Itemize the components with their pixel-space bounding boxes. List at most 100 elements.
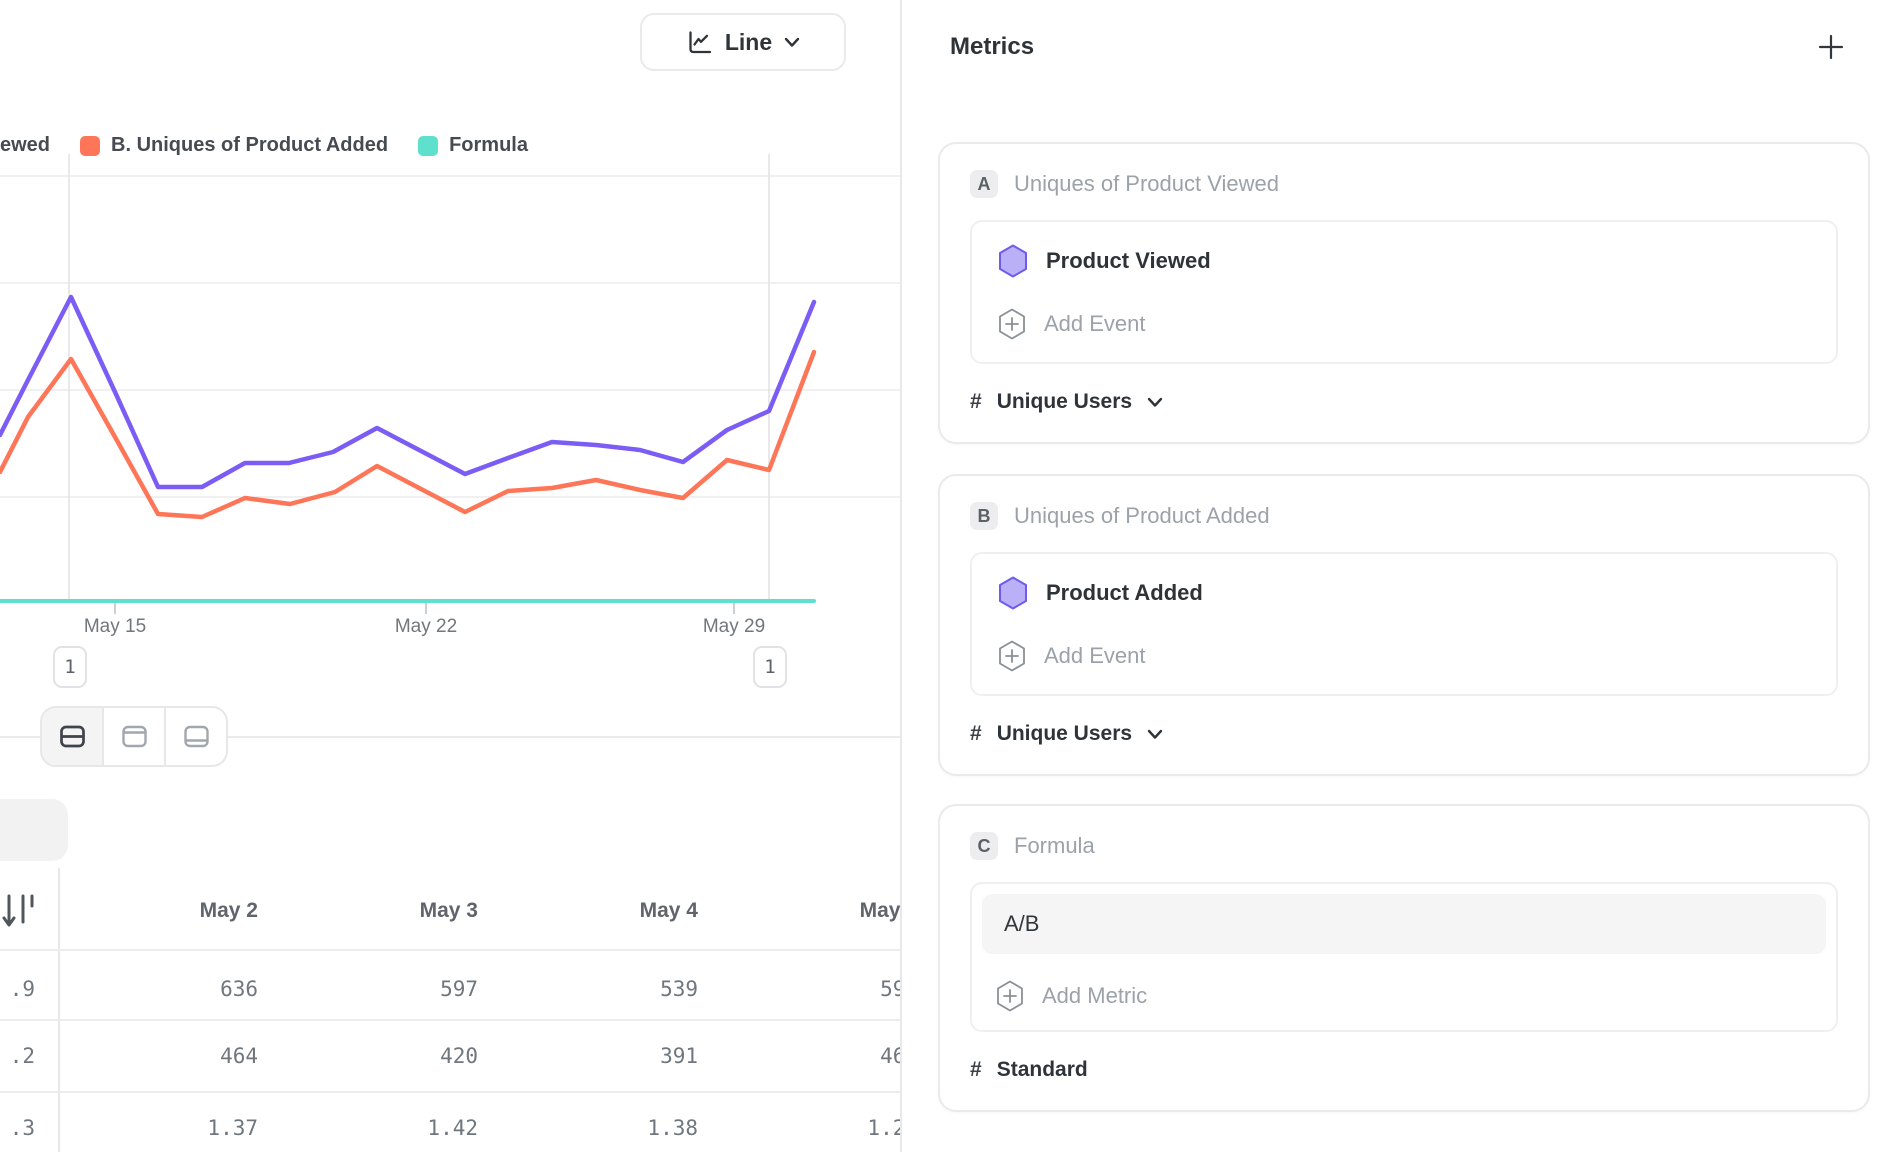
add-metric-plus-button[interactable] (1816, 32, 1846, 62)
legend-item-product-added[interactable]: B. Uniques of Product Added (80, 134, 388, 157)
x-axis-label: May 22 (394, 616, 458, 637)
annotation-badge[interactable]: 1 (753, 646, 787, 688)
product-added-line (0, 349, 817, 520)
add-hexagon-icon (998, 308, 1026, 340)
product-viewed-line (0, 294, 817, 490)
event-row-product-added[interactable]: Product Added (998, 576, 1810, 610)
metric-card-header: C Formula (970, 832, 1838, 860)
table-cell[interactable]: 1.38 (647, 1116, 698, 1140)
event-name: Product Added (1046, 580, 1203, 605)
event-box: Product Added Add Event (970, 552, 1838, 696)
measurement-dropdown[interactable]: # Unique Users (970, 390, 1838, 414)
table-cell[interactable]: 391 (660, 1044, 698, 1068)
x-axis-label: May 15 (83, 616, 147, 637)
frozen-column-divider (58, 868, 60, 1152)
column-header[interactable]: May 3 (419, 899, 478, 922)
metric-card-c: C Formula A/B Add Metric # Standard (938, 804, 1870, 1112)
metric-badge: A (970, 170, 998, 198)
add-hexagon-icon (998, 640, 1026, 672)
measurement-label: Unique Users (996, 390, 1133, 413)
add-event-button[interactable]: Add Event (998, 640, 1810, 672)
table-cell[interactable]: 597 (440, 977, 478, 1001)
column-header[interactable]: May 2 (199, 899, 258, 922)
layout-split-horizontal-button[interactable] (42, 708, 102, 765)
event-row-product-viewed[interactable]: Product Viewed (998, 244, 1810, 278)
metric-card-header: A Uniques of Product Viewed (970, 170, 1838, 198)
metric-card-a: A Uniques of Product Viewed Product View… (938, 142, 1870, 444)
table-row-divider (0, 1019, 900, 1021)
measurement-dropdown[interactable]: # Standard (970, 1058, 1838, 1082)
legend-item-formula[interactable]: Formula (418, 134, 528, 157)
number-sign-icon: # (970, 722, 982, 745)
metric-title[interactable]: Uniques of Product Added (1014, 503, 1270, 528)
split-horizontal-icon (57, 721, 88, 752)
column-header[interactable]: May 5 (859, 899, 900, 922)
metric-card-header: B Uniques of Product Added (970, 502, 1838, 530)
metric-title[interactable]: Uniques of Product Viewed (1014, 171, 1279, 196)
chart-type-dropdown[interactable]: Line (640, 13, 846, 71)
number-sign-icon: # (970, 1058, 982, 1081)
chart-type-label: Line (724, 28, 773, 55)
table-cell[interactable]: 1.42 (427, 1116, 478, 1140)
annotation-badge[interactable]: 1 (53, 646, 87, 688)
add-event-button[interactable]: Add Event (998, 308, 1810, 340)
event-name: Product Viewed (1046, 248, 1211, 273)
measurement-label: Standard (996, 1058, 1088, 1081)
table-cell[interactable]: 467 (880, 1044, 900, 1068)
add-metric-label: Add Metric (1042, 983, 1148, 1008)
event-hexagon-icon (998, 244, 1028, 278)
metric-badge: C (970, 832, 998, 860)
measurement-label: Unique Users (996, 722, 1133, 745)
chevron-down-icon (1147, 729, 1163, 740)
metric-card-b: B Uniques of Product Added Product Added (938, 474, 1870, 776)
add-metric-button[interactable]: Add Metric (996, 980, 1826, 1012)
layout-top-bar-button[interactable] (102, 708, 164, 765)
line-chart-icon (686, 29, 713, 56)
frozen-cell-clipped: .3 (9, 1116, 35, 1140)
chevron-down-icon (1147, 397, 1163, 408)
chart-svg[interactable] (0, 150, 900, 615)
formula-input[interactable]: A/B (982, 894, 1826, 954)
legend-label: B. Uniques of Product Added (111, 134, 389, 156)
legend-swatch-teal (418, 135, 439, 156)
frozen-cell-clipped: .2 (9, 1044, 35, 1068)
formula-box: A/B Add Metric (970, 882, 1838, 1032)
table-cell[interactable]: 1.27 (867, 1116, 900, 1140)
legend-item-viewed-clipped[interactable]: ewed (0, 134, 50, 157)
table-cell[interactable]: 539 (660, 977, 698, 1001)
metrics-panel: Metrics A Uniques of Product Viewed Prod… (900, 0, 1898, 1152)
event-hexagon-icon (998, 576, 1028, 610)
table-cell[interactable]: 593 (880, 977, 900, 1001)
table-cell[interactable]: 464 (220, 1044, 258, 1068)
metrics-panel-header: Metrics (950, 32, 1846, 62)
table-toolbar-button-clipped[interactable] (0, 799, 68, 861)
event-box: Product Viewed Add Event (970, 220, 1838, 364)
layout-toggle (40, 706, 228, 767)
x-axis-label: May 29 (702, 616, 766, 637)
top-bar-icon (119, 721, 150, 752)
chart-legend: ewed B. Uniques of Product Added Formula (0, 134, 900, 157)
sort-descending-icon[interactable] (2, 891, 36, 935)
table-cell[interactable]: 420 (440, 1044, 478, 1068)
table-cell[interactable]: 636 (220, 977, 258, 1001)
frozen-cell-clipped: .9 (9, 977, 35, 1001)
legend-label: ewed (0, 134, 51, 156)
bottom-bar-icon (181, 721, 212, 752)
add-event-label: Add Event (1044, 311, 1146, 336)
metric-badge: B (970, 502, 998, 530)
section-divider (0, 736, 900, 738)
chart-pane: Line ewed B. Uniques of Product Added Fo… (0, 0, 900, 1152)
metric-title[interactable]: Formula (1014, 833, 1095, 858)
measurement-dropdown[interactable]: # Unique Users (970, 722, 1838, 746)
layout-bottom-bar-button[interactable] (164, 708, 226, 765)
legend-swatch-orange (80, 135, 101, 156)
table-row-divider (0, 949, 900, 951)
chevron-down-icon (784, 37, 800, 48)
add-hexagon-icon (996, 980, 1024, 1012)
panel-title: Metrics (950, 33, 1035, 60)
legend-label: Formula (449, 134, 528, 156)
table-row-divider (0, 1091, 900, 1093)
column-header[interactable]: May 4 (639, 899, 698, 922)
table-cell[interactable]: 1.37 (207, 1116, 258, 1140)
number-sign-icon: # (970, 390, 982, 413)
